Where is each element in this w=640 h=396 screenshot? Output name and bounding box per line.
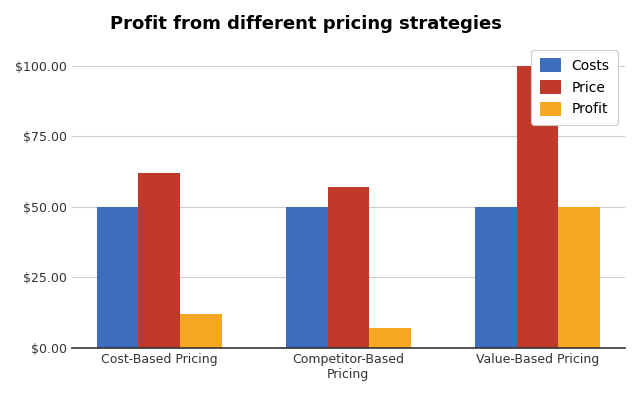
Legend: Costs, Price, Profit: Costs, Price, Profit <box>531 50 618 125</box>
Bar <box>97 207 138 348</box>
Bar <box>475 207 516 348</box>
Text: Profit from different pricing strategies: Profit from different pricing strategies <box>111 15 502 33</box>
Bar <box>516 65 558 348</box>
Bar <box>138 173 180 348</box>
Bar <box>180 314 221 348</box>
Bar <box>286 207 328 348</box>
Bar <box>328 187 369 348</box>
Bar <box>558 207 600 348</box>
Bar <box>369 328 411 348</box>
